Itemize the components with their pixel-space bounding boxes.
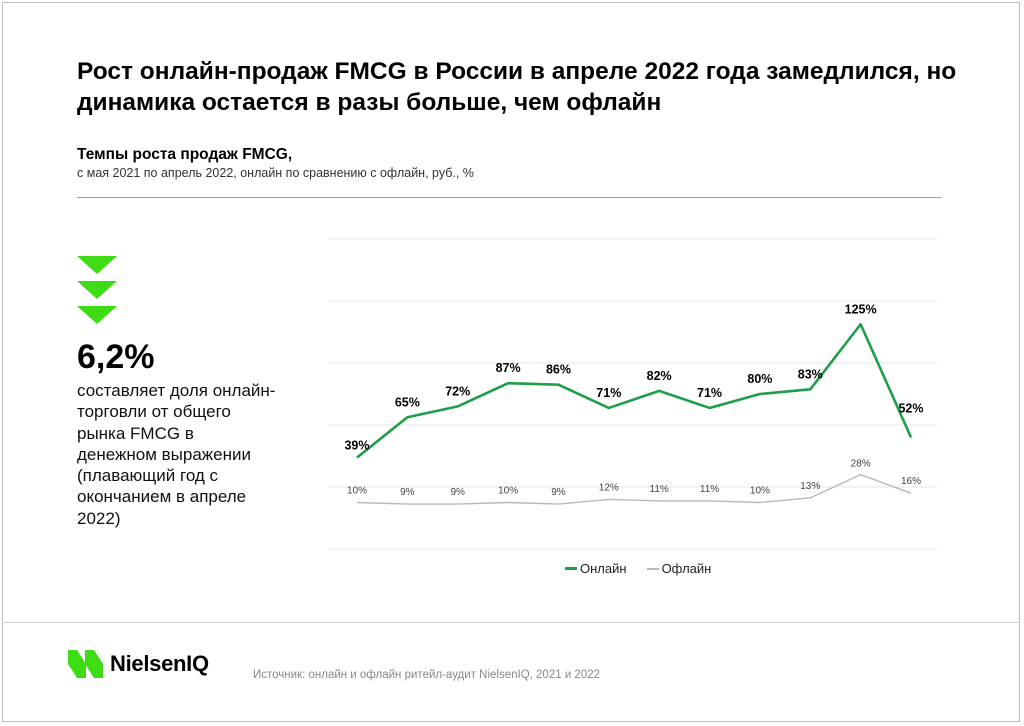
chevron-down-icon (77, 306, 117, 324)
chevron-down-icon (77, 256, 117, 274)
data-label: 72% (445, 384, 470, 398)
nielseniq-logo-icon (68, 650, 103, 678)
legend-label-online: Онлайн (580, 561, 627, 576)
data-label: 11% (650, 484, 669, 495)
series-line-offline (356, 473, 912, 505)
page-title: Рост онлайн-продаж FMCG в России в апрел… (77, 58, 957, 116)
data-label: 52% (898, 401, 923, 415)
chart-subtitle: Темпы роста продаж FMCG, (77, 146, 293, 163)
data-label: 83% (798, 367, 823, 381)
legend-swatch-offline (646, 567, 659, 570)
line-chart: 39% 65% 72% 87% 86% 71% 82% 71% 80% 83% 125% 52% 10%… (328, 238, 937, 550)
data-label: 28% (851, 459, 871, 470)
chevron-down-icon (77, 281, 117, 299)
source-note: Источник: онлайн и офлайн ритейл-аудит N… (253, 669, 601, 681)
data-label: 10% (347, 486, 367, 497)
data-label: 71% (697, 386, 722, 400)
data-label: 80% (747, 372, 772, 386)
brand-name: NielsenIQ (110, 651, 209, 676)
data-label: 71% (596, 386, 621, 400)
series-line-online (356, 322, 913, 459)
data-label: 12% (599, 482, 619, 493)
chart-subtitle-note: с мая 2021 по апрель 2022, онлайн по сра… (77, 166, 474, 180)
data-label: 10% (498, 486, 518, 497)
data-label: 11% (700, 484, 719, 495)
legend-label-offline: Офлайн (661, 561, 712, 576)
legend-item-online: Онлайн (565, 561, 627, 576)
data-label: 16% (901, 476, 921, 487)
data-label: 125% (845, 302, 877, 316)
legend-item-offline: Офлайн (646, 561, 712, 576)
kpi-value: 6,2% (77, 338, 155, 376)
legend-swatch-online (565, 567, 577, 570)
data-label: 10% (750, 486, 770, 497)
data-label: 65% (395, 395, 420, 409)
data-label: 13% (800, 481, 820, 492)
nielseniq-logo: NielsenIQ (68, 650, 209, 678)
data-label: 9% (451, 487, 466, 498)
header-divider (77, 197, 942, 198)
data-label: 82% (647, 369, 672, 383)
data-label: 9% (551, 487, 566, 498)
data-label: 86% (546, 363, 571, 377)
footer-divider (2, 622, 1020, 623)
data-label: 39% (344, 439, 369, 453)
kpi-description: составляет доля онлайн-торговли от общег… (77, 381, 276, 528)
chart-legend: Онлайн Офлайн (565, 561, 731, 576)
down-arrows-icon (77, 256, 119, 331)
data-label: 87% (496, 361, 521, 375)
data-label: 9% (400, 487, 415, 498)
